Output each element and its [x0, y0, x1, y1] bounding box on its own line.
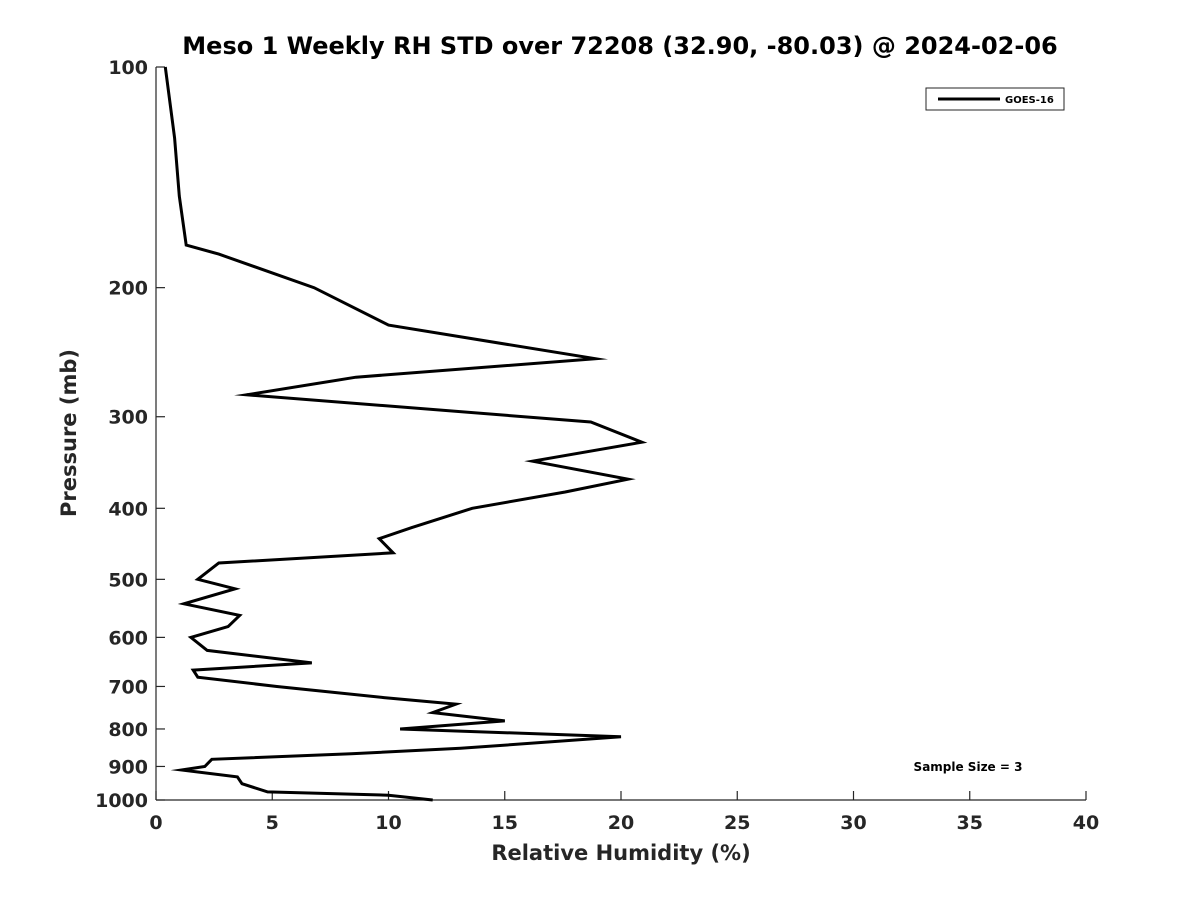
- sample-size-annotation: Sample Size = 3: [914, 760, 1023, 774]
- x-tick-label: 35: [957, 812, 983, 834]
- x-tick-label: 15: [492, 812, 518, 834]
- y-tick-label: 300: [108, 407, 148, 429]
- y-tick-label: 400: [108, 498, 148, 520]
- series-group: [163, 66, 648, 802]
- x-tick-label: 5: [266, 812, 279, 834]
- x-tick-label: 20: [608, 812, 634, 834]
- y-tick-label: 200: [108, 278, 148, 300]
- x-tick-label: 0: [149, 812, 162, 834]
- x-tick-label: 30: [840, 812, 866, 834]
- legend-label: GOES-16: [1005, 95, 1054, 106]
- y-tick-label: 500: [108, 569, 148, 591]
- x-axis-label: Relative Humidity (%): [491, 841, 750, 865]
- x-tick-label: 40: [1073, 812, 1099, 834]
- y-axis-label: Pressure (mb): [57, 349, 81, 517]
- legend: GOES-16: [925, 87, 1065, 111]
- x-tick-label: 25: [724, 812, 750, 834]
- y-tick-label: 100: [108, 57, 148, 79]
- chart-title: Meso 1 Weekly RH STD over 72208 (32.90, …: [182, 32, 1057, 60]
- y-tick-label: 900: [108, 756, 148, 778]
- x-ticks: 0 5 10 15 20 25 30 35 40: [149, 791, 1099, 834]
- x-tick-label: 10: [375, 812, 401, 834]
- y-tick-label: 700: [108, 676, 148, 698]
- y-tick-label: 1000: [95, 790, 148, 812]
- series-line-1: [163, 66, 648, 802]
- y-ticks: 100 200 300 400 500 600 700 800 900 1000: [95, 57, 165, 812]
- y-tick-label: 800: [108, 719, 148, 741]
- y-tick-label: 600: [108, 627, 148, 649]
